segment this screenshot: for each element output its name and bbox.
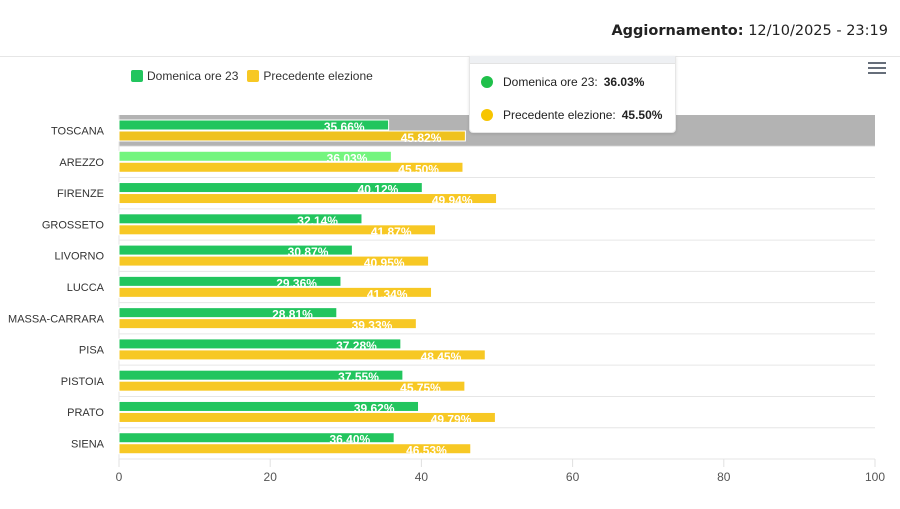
data-label: 45.50%	[398, 162, 439, 176]
hamburger-menu-icon[interactable]	[868, 62, 886, 76]
data-label: 46.53%	[406, 444, 447, 458]
bar-current[interactable]	[118, 150, 392, 162]
bar-current[interactable]	[118, 400, 420, 412]
x-tick-label: 0	[116, 470, 123, 484]
legend-swatch-current	[131, 70, 143, 82]
bar-previous[interactable]	[118, 130, 466, 142]
category-label: PISA	[79, 345, 105, 357]
data-label: 41.87%	[371, 225, 412, 239]
tooltip-label-previous: Precedente elezione:	[503, 108, 616, 122]
x-tick-label: 60	[566, 470, 580, 484]
bar-previous[interactable]	[118, 255, 430, 267]
bar-current[interactable]	[118, 432, 395, 444]
bar-previous[interactable]	[118, 443, 472, 455]
data-label: 40.95%	[364, 256, 405, 270]
page-header: Aggiornamento: 12/10/2025 - 23:19	[0, 0, 900, 57]
legend-label-previous: Precedente elezione	[263, 69, 373, 83]
bar-previous[interactable]	[118, 318, 417, 330]
bar-current[interactable]	[118, 182, 423, 194]
bar-current[interactable]	[118, 369, 404, 381]
update-label: Aggiornamento:	[611, 23, 744, 39]
update-timestamp: Aggiornamento: 12/10/2025 - 23:19	[611, 23, 888, 39]
bar-previous[interactable]	[118, 286, 433, 298]
category-label: PISTOIA	[61, 376, 105, 388]
data-label: 45.82%	[401, 131, 442, 145]
x-tick-label: 80	[717, 470, 731, 484]
update-value: 12/10/2025 - 23:19	[748, 23, 888, 39]
bar-previous[interactable]	[118, 193, 498, 205]
bar-current[interactable]	[118, 244, 353, 256]
category-label: FIRENZE	[57, 188, 104, 200]
data-label: 39.33%	[352, 319, 393, 333]
bar-current[interactable]	[118, 307, 338, 319]
tooltip-header	[470, 56, 675, 64]
x-tick-label: 100	[865, 470, 885, 484]
data-label: 48.45%	[421, 350, 462, 364]
bar-previous[interactable]	[118, 380, 466, 392]
category-label: PRATO	[67, 407, 104, 419]
data-label: 45.75%	[400, 381, 441, 395]
tooltip-dot-previous	[481, 109, 493, 121]
legend-label-current: Domenica ore 23	[147, 69, 239, 83]
data-label: 41.34%	[367, 287, 408, 301]
bar-previous[interactable]	[118, 161, 464, 173]
tooltip-label-current: Domenica ore 23:	[503, 75, 598, 89]
category-label: AREZZO	[59, 157, 104, 169]
x-tick-label: 40	[415, 470, 429, 484]
tooltip-row-previous: Precedente elezione: 45.50%	[481, 108, 662, 122]
category-label: MASSA-CARRARA	[8, 313, 105, 325]
data-label: 49.94%	[432, 194, 473, 208]
category-label: LUCCA	[67, 282, 105, 294]
bar-previous[interactable]	[118, 349, 486, 361]
bar-current[interactable]	[118, 275, 342, 287]
bar-current[interactable]	[118, 213, 363, 225]
bar-current[interactable]	[118, 338, 402, 350]
legend-item-current[interactable]: Domenica ore 23	[131, 69, 238, 83]
legend-item-previous[interactable]: Precedente elezione	[247, 69, 373, 83]
category-label: TOSCANA	[51, 126, 105, 138]
category-label: LIVORNO	[54, 251, 104, 263]
bar-current[interactable]	[118, 119, 390, 131]
x-tick-label: 20	[264, 470, 278, 484]
tooltip-value-current: 36.03%	[603, 75, 645, 89]
tooltip-row-current: Domenica ore 23: 36.03%	[481, 75, 644, 89]
data-label: 49.79%	[431, 412, 472, 426]
legend-swatch-previous	[247, 70, 260, 82]
chart-tooltip: Domenica ore 23: 36.03% Precedente elezi…	[469, 56, 676, 133]
bar-previous[interactable]	[118, 224, 437, 236]
tooltip-value-previous: 45.50%	[621, 108, 663, 122]
chart-legend: Domenica ore 23 Precedente elezione	[131, 69, 382, 83]
bar-previous[interactable]	[118, 411, 496, 423]
category-label: GROSSETO	[42, 219, 105, 231]
category-label: SIENA	[71, 438, 105, 450]
tooltip-dot-current	[481, 76, 493, 88]
